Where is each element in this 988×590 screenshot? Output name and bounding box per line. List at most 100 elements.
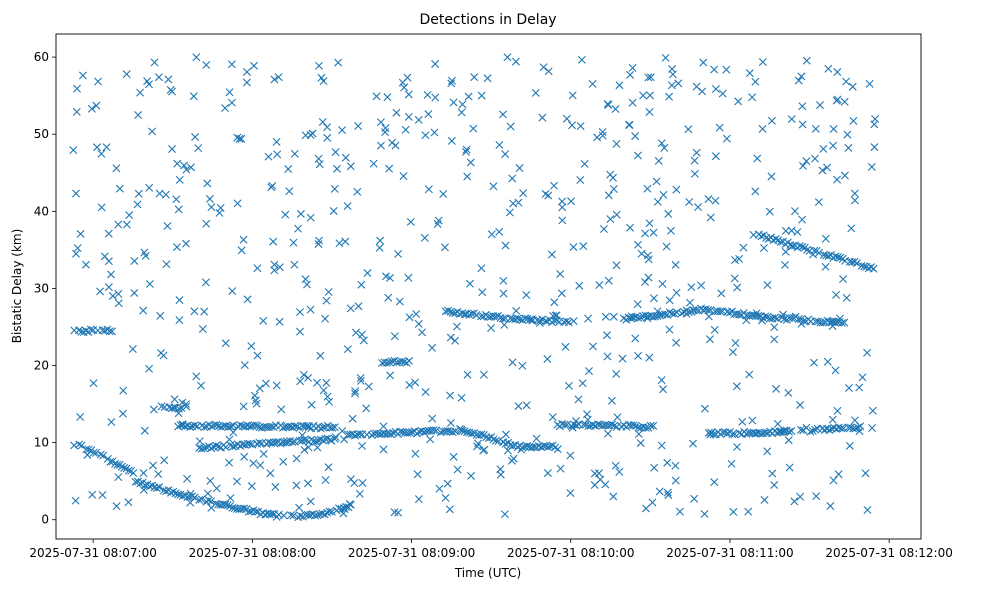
detection-marker: [221, 500, 230, 509]
detection-marker: [593, 420, 602, 429]
detection-marker: [556, 269, 565, 278]
detection-marker: [483, 74, 492, 83]
y-axis-label: Bistatic Delay (km): [10, 229, 24, 344]
detection-marker: [666, 226, 675, 235]
detection-marker: [523, 314, 532, 323]
detection-marker: [76, 412, 85, 421]
detection-marker: [642, 504, 651, 513]
detection-marker: [94, 77, 103, 86]
detection-marker: [351, 387, 360, 396]
detection-marker: [76, 229, 85, 238]
detection-marker: [818, 166, 827, 175]
detection-marker: [651, 312, 660, 321]
detection-marker: [379, 422, 388, 431]
detection-marker: [323, 392, 332, 401]
detection-marker: [850, 257, 859, 266]
detection-marker: [82, 445, 91, 454]
detection-marker: [758, 313, 767, 322]
detection-marker: [833, 317, 842, 326]
detection-marker: [590, 469, 599, 478]
detection-marker: [403, 73, 412, 82]
detection-marker: [321, 434, 330, 443]
detection-marker: [174, 490, 183, 499]
detection-marker: [180, 161, 189, 170]
detection-marker: [343, 202, 352, 211]
detection-marker: [687, 307, 696, 316]
detection-marker: [328, 423, 337, 432]
detection-marker: [761, 428, 770, 437]
detection-marker: [811, 317, 820, 326]
detection-marker: [161, 190, 170, 199]
detection-marker: [639, 91, 648, 100]
detection-marker: [530, 443, 539, 452]
detection-marker: [315, 61, 323, 70]
detection-marker: [175, 175, 184, 184]
detection-marker: [851, 424, 860, 433]
detection-marker: [136, 479, 145, 488]
detection-marker: [522, 291, 531, 299]
detection-marker: [787, 115, 796, 124]
detection-marker: [832, 96, 841, 105]
detection-marker: [768, 469, 777, 478]
detection-marker: [487, 230, 496, 239]
detection-marker: [843, 130, 852, 139]
detection-marker: [270, 266, 279, 275]
detection-marker: [591, 421, 600, 430]
detection-marker: [341, 153, 350, 162]
detection-marker: [829, 125, 838, 133]
detection-marker: [308, 510, 317, 519]
detection-marker: [531, 88, 540, 97]
detection-marker: [107, 418, 116, 426]
detection-marker: [401, 125, 410, 134]
detection-marker: [319, 386, 328, 395]
detection-marker: [259, 316, 268, 325]
detection-marker: [865, 79, 874, 88]
detection-marker: [672, 185, 681, 194]
detection-marker: [463, 428, 472, 437]
detection-marker: [856, 422, 865, 431]
detection-marker: [372, 92, 381, 101]
detection-marker: [108, 327, 117, 336]
detection-marker: [561, 342, 570, 351]
detection-marker: [335, 239, 344, 248]
detection-marker: [649, 228, 658, 237]
detection-marker: [324, 288, 333, 296]
detection-marker: [270, 75, 279, 84]
detection-marker: [576, 176, 585, 185]
detection-marker: [162, 487, 171, 496]
detection-marker: [760, 495, 769, 504]
detection-marker: [790, 497, 799, 506]
detection-marker: [831, 252, 840, 261]
detection-marker: [392, 358, 401, 367]
detection-marker: [653, 312, 662, 321]
detection-marker: [604, 429, 612, 438]
detection-marker: [472, 310, 481, 319]
detection-marker: [243, 295, 252, 304]
detection-marker: [833, 253, 842, 262]
detection-marker: [327, 507, 336, 516]
detection-marker: [355, 489, 364, 498]
detection-marker: [82, 326, 91, 335]
detection-marker: [383, 93, 392, 102]
detection-marker: [207, 497, 216, 506]
detection-marker: [306, 213, 315, 222]
detection-marker: [120, 463, 129, 472]
detection-marker: [629, 421, 638, 430]
detection-marker: [240, 504, 249, 513]
detection-marker: [239, 235, 248, 244]
detection-marker: [834, 423, 843, 432]
detection-marker: [748, 93, 757, 102]
detection-marker: [392, 108, 401, 117]
detection-marker: [796, 401, 805, 410]
detection-marker: [174, 205, 183, 214]
detection-marker: [228, 503, 237, 512]
detection-marker: [198, 421, 207, 430]
detection-marker: [404, 112, 413, 121]
detection-marker: [499, 276, 508, 285]
detection-marker: [251, 507, 260, 516]
detection-marker: [397, 357, 406, 366]
detection-marker: [861, 469, 870, 478]
detection-marker: [395, 297, 404, 306]
detection-marker: [256, 461, 265, 470]
